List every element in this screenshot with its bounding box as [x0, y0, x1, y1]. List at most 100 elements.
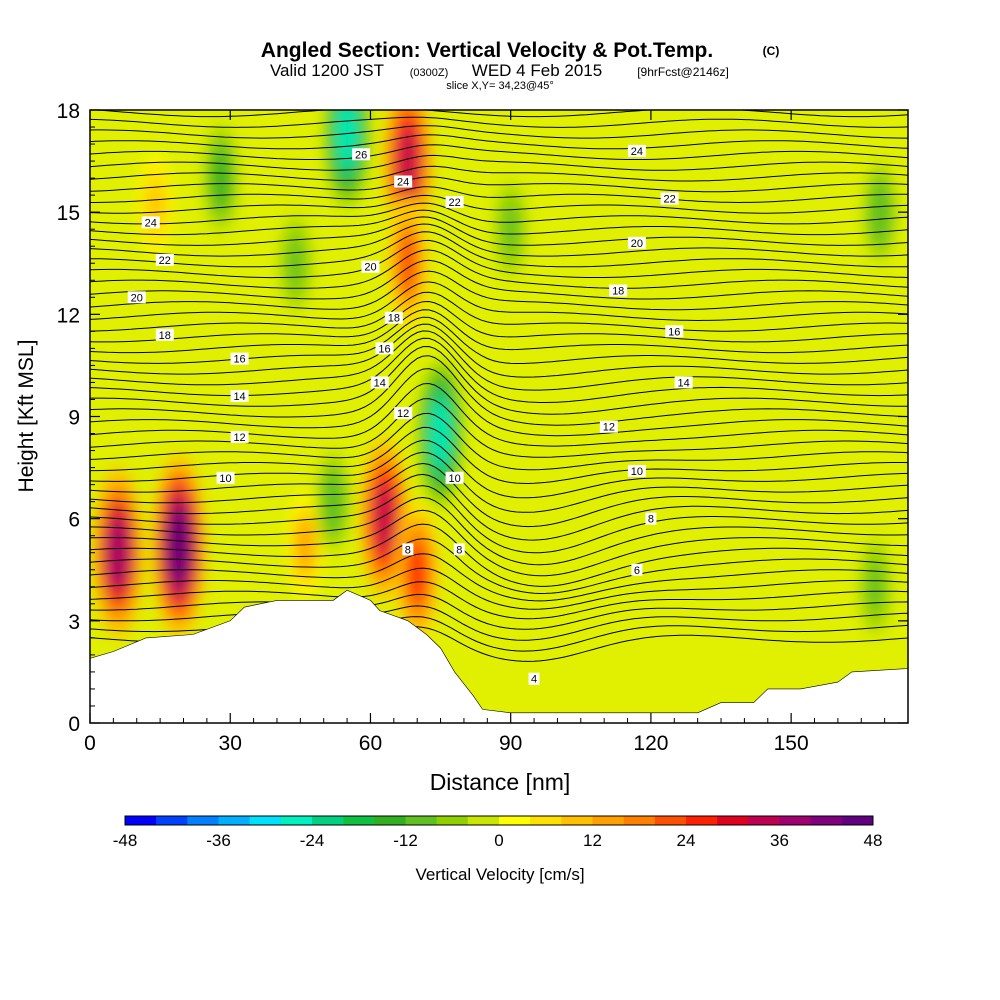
y-axis: 0 3 6 9 12 15 18: [57, 100, 908, 736]
contour-label-box: [352, 148, 371, 161]
contour-label-box: [631, 563, 643, 576]
plot-area: 26 24 22 20 18 16 14 12 10 8 8 24 22 20 18 16 14 12 10 24 22…: [90, 98, 908, 723]
terrain: [90, 589, 908, 723]
colorbar-swatch: [499, 816, 531, 825]
contour-label: 12: [230, 430, 249, 444]
contour-label-box: [230, 352, 249, 365]
isentrope-line: [90, 567, 908, 610]
isentrope-line: [90, 291, 908, 332]
contour-label-box: [645, 512, 657, 525]
pot-temp-contours: [90, 98, 908, 662]
colorbar-tick-label: -24: [300, 831, 325, 850]
contour-label-text: 16: [378, 343, 390, 355]
downdraft-cell-level: [867, 563, 884, 610]
contour-label: 22: [660, 192, 679, 206]
contour-label-box: [609, 284, 628, 297]
subtitle-date: WED 4 Feb 2015: [472, 61, 602, 80]
x-tick-label: 120: [633, 732, 668, 755]
isentrope-line: [90, 412, 908, 471]
subtitle-utc: (0300Z): [410, 67, 449, 79]
downdraft-cell: [857, 533, 894, 640]
contour-label: 26: [352, 148, 371, 161]
contour-label-box: [155, 328, 174, 341]
colorbar-swatch: [686, 816, 718, 825]
isentrope-line: [90, 553, 908, 602]
isentrope-line: [90, 239, 908, 279]
x-axis: 0 30 60 90 120 150: [84, 110, 909, 755]
contour-label-box: [445, 471, 464, 484]
colorbar-swatch: [561, 816, 593, 825]
isentrope-line: [90, 316, 908, 364]
colorbar-swatch: [343, 816, 375, 825]
colorbar-swatch: [654, 816, 687, 825]
contour-label-text: 22: [159, 255, 171, 267]
colorbar-swatch: [810, 816, 843, 825]
colorbar-swatch: [312, 816, 344, 825]
chart-title-suffix: (C): [763, 44, 780, 58]
colorbar-swatch: [436, 816, 469, 825]
isentrope-line: [90, 216, 908, 246]
updraft-cell-level: [407, 541, 427, 605]
isentrope-line: [90, 330, 908, 391]
isentrope-line: [90, 337, 908, 403]
downdraft-cell: [277, 210, 314, 317]
colorbar-swatch: [779, 816, 811, 825]
isentrope-line: [90, 223, 908, 257]
isentrope-line: [90, 98, 908, 106]
y-tick-label: 12: [57, 304, 80, 327]
contour-label-text: 20: [131, 292, 143, 304]
contour-label-box: [394, 407, 413, 420]
contour-label: 22: [155, 253, 174, 267]
colorbar-swatch: [125, 816, 157, 825]
x-tick-label: 30: [219, 732, 242, 755]
isentrope-line: [90, 202, 908, 225]
isentrope-line: [90, 538, 908, 595]
isentrope-line: [90, 473, 908, 541]
isentrope-line: [90, 323, 908, 378]
isentrope-line: [90, 134, 908, 150]
downdraft-cell: [492, 176, 529, 282]
contour-label: 20: [127, 291, 146, 304]
colorbar-tick-label: 0: [494, 831, 503, 850]
isentrope-line: [90, 523, 908, 587]
isentrope-line: [90, 462, 908, 528]
contour-label-box: [394, 175, 413, 188]
x-tick-label: 0: [84, 732, 96, 755]
updraft-cell: [137, 152, 174, 259]
contour-label-box: [528, 672, 540, 685]
colorbar-swatch: [156, 816, 188, 825]
isentrope-line: [90, 186, 908, 204]
downdraft-cell-level: [337, 110, 358, 167]
isentrope-line: [90, 125, 908, 139]
contour-label: 24: [627, 144, 646, 158]
contour-label: 6: [631, 563, 643, 577]
contour-label-text: 14: [374, 377, 386, 389]
isentrope-line: [90, 496, 908, 566]
colorbar-tick-label: -48: [113, 831, 138, 850]
contour-label-text: 16: [233, 354, 245, 366]
isentrope-line: [90, 593, 908, 630]
contour-label-box: [627, 144, 646, 157]
contour-label-box: [155, 253, 174, 266]
contour-label-text: 14: [233, 391, 245, 403]
contour-label: 4: [528, 672, 540, 686]
isentrope-line: [90, 368, 908, 437]
contour-label-box: [453, 543, 465, 556]
colorbar-swatch: [623, 816, 656, 825]
colorbar-swatch: [249, 816, 282, 825]
isentrope-line: [90, 382, 908, 447]
downdraft-cell-level: [871, 188, 888, 237]
contour-label-text: 16: [668, 326, 680, 338]
isentrope-line: [90, 426, 908, 485]
contour-label-box: [361, 260, 380, 273]
contour-label: 14: [674, 376, 693, 389]
contour-label: 22: [445, 195, 464, 209]
colorbar-swatch: [592, 816, 624, 825]
isentrope-line: [90, 270, 908, 311]
contour-label: 18: [609, 284, 628, 297]
chart-title: Angled Section: Vertical Velocity & Pot.…: [261, 39, 713, 62]
colorbar-swatch: [748, 816, 780, 825]
colorbar-tick-label: -12: [393, 831, 418, 850]
contour-label-text: 14: [678, 377, 690, 389]
